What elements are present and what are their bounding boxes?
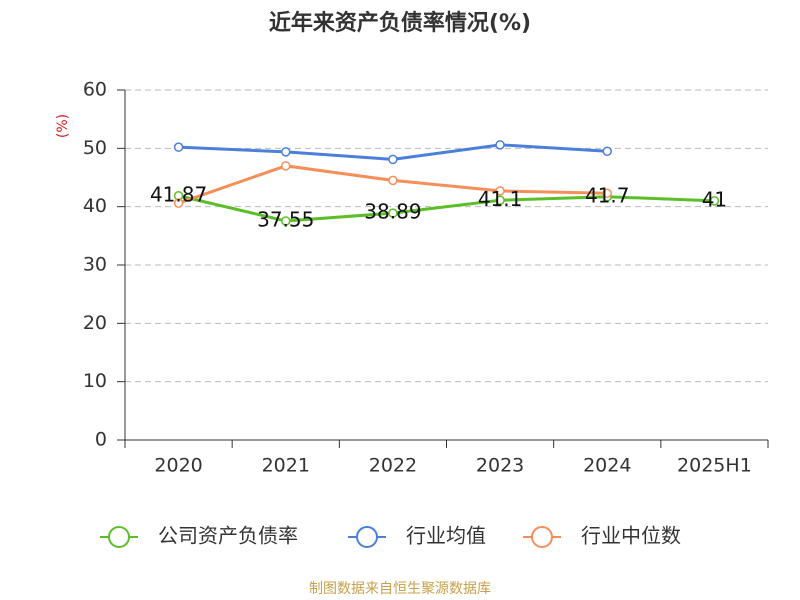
x-tick-label: 2020: [154, 455, 202, 477]
data-point: [495, 195, 505, 205]
legend-label: 行业中位数: [581, 524, 681, 548]
data-point: [281, 216, 291, 226]
y-tick-label: 20: [83, 312, 107, 334]
y-tick-label: 10: [83, 370, 107, 392]
data-label: 41.7: [585, 183, 630, 207]
y-tick-label: 0: [95, 429, 107, 451]
y-tick-label: 30: [83, 254, 107, 276]
x-tick-label: 2025H1: [677, 455, 752, 477]
series-line: [178, 194, 715, 223]
x-tick-label: 2021: [262, 455, 310, 477]
data-label: 41.1: [478, 187, 523, 211]
y-tick-label: 50: [83, 137, 107, 159]
data-point: [709, 196, 720, 206]
data-point: [495, 140, 505, 150]
legend-marker: [108, 526, 130, 548]
x-tick-label: 2022: [369, 455, 417, 477]
data-point: [281, 147, 291, 157]
legend-marker: [356, 526, 378, 548]
data-label: 41: [702, 187, 727, 211]
legend-label: 公司资产负债率: [158, 524, 298, 548]
data-label: 41.87: [150, 182, 207, 206]
data-label: 37.55: [257, 207, 314, 231]
data-point: [388, 175, 398, 186]
y-axis-label: (%): [55, 114, 71, 138]
data-point: [495, 186, 505, 196]
data-point: [281, 161, 291, 171]
source-note: 制图数据来自恒生聚源数据库: [309, 581, 491, 597]
x-tick-label: 2023: [476, 455, 524, 477]
data-point: [173, 198, 184, 208]
x-tick-label: 2024: [583, 455, 631, 477]
y-tick-label: 60: [83, 79, 107, 101]
data-point: [602, 188, 612, 198]
data-point: [173, 142, 184, 152]
data-point: [388, 154, 398, 165]
chart-title: 近年来资产负债率情况(%): [269, 10, 531, 36]
legend-label: 行业均值: [406, 524, 486, 548]
data-label: 38.89: [364, 200, 421, 224]
data-point: [602, 146, 612, 156]
y-tick-label: 40: [83, 195, 107, 217]
legend-marker: [531, 526, 553, 548]
data-point: [388, 208, 398, 218]
